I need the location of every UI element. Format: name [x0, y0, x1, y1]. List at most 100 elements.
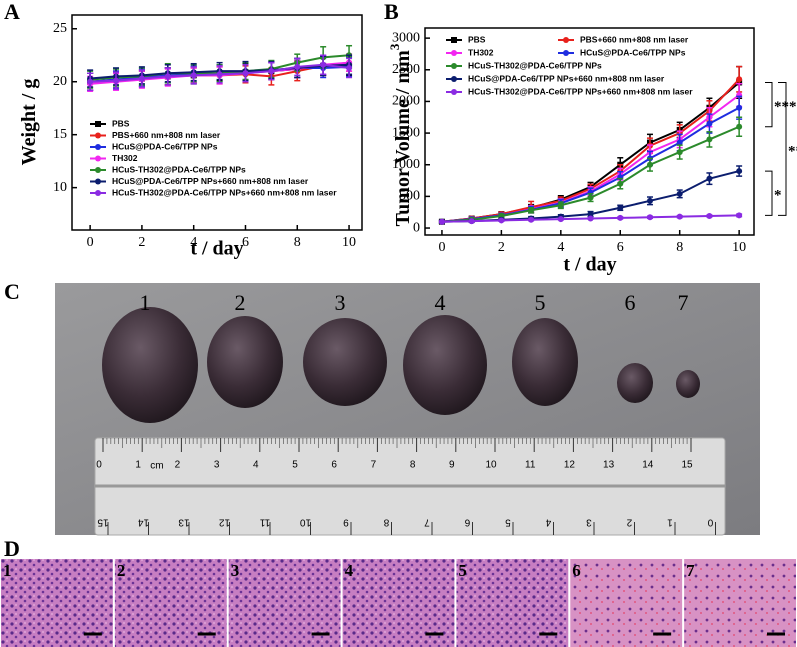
ruler-number: 9 — [343, 516, 349, 527]
tumor-label: 1 — [140, 290, 151, 315]
tumor — [512, 318, 578, 406]
marker — [617, 180, 624, 187]
histology-image — [114, 559, 227, 647]
ruler-number: 13 — [178, 516, 190, 527]
x-tick-label: 10 — [342, 235, 356, 250]
histology-image — [1, 559, 113, 647]
legend-label: PBS — [112, 118, 130, 128]
y-tick-label: 0 — [413, 220, 420, 235]
y-tick-label: 2000 — [392, 94, 420, 109]
tumor-label: 4 — [435, 290, 446, 315]
panel-label: B — [384, 0, 399, 24]
marker — [587, 211, 594, 218]
ruler-unit: cm — [150, 461, 163, 472]
x-tick-label: 6 — [242, 235, 249, 250]
tumor-label: 7 — [678, 290, 689, 315]
legend-label: HCuS-TH302@PDA-Ce6/TPP NPs+660 nm+808 nm… — [112, 187, 337, 197]
tumor — [102, 307, 198, 423]
marker — [498, 217, 505, 224]
ruler-number: 8 — [383, 516, 389, 527]
legend-marker — [451, 37, 457, 43]
y-tick-label: 1500 — [392, 125, 420, 140]
marker — [557, 216, 564, 223]
legend-marker — [95, 144, 101, 150]
series-line — [441, 94, 740, 223]
histology-image — [228, 559, 341, 647]
marker — [87, 78, 94, 85]
y-tick-label: 25 — [53, 21, 67, 36]
ruler-number: 5 — [292, 460, 298, 471]
marker — [676, 190, 683, 197]
marker — [438, 218, 445, 225]
ruler-number: 11 — [259, 516, 270, 527]
ruler-number: 1 — [667, 516, 673, 527]
y-tick-label: 2500 — [392, 62, 420, 77]
ruler-number: 0 — [707, 516, 713, 527]
ruler-number: 7 — [424, 516, 430, 527]
x-tick-label: 2 — [498, 240, 505, 255]
ruler-number: 9 — [449, 460, 455, 471]
y-tick-label: 15 — [53, 127, 67, 142]
legend-marker — [95, 178, 101, 185]
legend-marker — [95, 190, 101, 196]
histology-label: 1 — [3, 561, 12, 580]
marker — [676, 149, 683, 156]
legend-marker — [451, 63, 457, 69]
ruler-number: 15 — [681, 460, 693, 471]
histology-label: 5 — [458, 561, 467, 580]
x-tick-label: 8 — [676, 240, 683, 255]
tumor — [676, 370, 700, 398]
legend-label: HCuS-TH302@PDA-Ce6/TPP NPs — [112, 164, 246, 174]
ruler-number: 5 — [505, 516, 511, 527]
marker — [528, 207, 535, 214]
tumor — [403, 315, 487, 415]
legend-marker — [95, 121, 101, 127]
marker — [706, 120, 713, 127]
x-tick-label: 10 — [732, 240, 746, 255]
marker — [676, 213, 683, 220]
ruler-number: 10 — [300, 516, 312, 527]
y-axis-title-sup: 3 — [387, 43, 402, 50]
marker — [736, 104, 743, 111]
marker — [528, 216, 535, 223]
y-tick-label: 3000 — [392, 30, 420, 45]
ruler-number: 12 — [219, 516, 231, 527]
marker — [587, 215, 594, 222]
histology-label: 3 — [231, 561, 240, 580]
ruler-number: 3 — [214, 460, 220, 471]
marker — [468, 218, 475, 225]
ruler-number: 2 — [175, 460, 181, 471]
panel-label: C — [4, 279, 20, 304]
plot-frame — [424, 27, 755, 236]
tumor — [617, 363, 653, 403]
legend-marker — [95, 167, 101, 173]
marker — [706, 136, 713, 143]
significance-bracket — [778, 81, 787, 216]
marker — [320, 61, 327, 68]
legend-label: TH302 — [112, 153, 138, 163]
ruler-number: 4 — [545, 516, 551, 527]
marker — [617, 204, 624, 211]
x-axis-title: t / day — [563, 254, 616, 276]
y-tick-label: 20 — [53, 74, 67, 89]
marker — [242, 70, 249, 77]
y-axis-title-text: Weight / g — [18, 79, 40, 166]
x-tick-label: 0 — [87, 235, 94, 250]
ruler-number: 14 — [642, 460, 654, 471]
histology-label: 2 — [117, 561, 126, 580]
legend-label: HCuS@PDA-Ce6/TPP NPs+660 nm+808 nm laser — [468, 73, 665, 83]
x-tick-label: 4 — [190, 235, 197, 250]
legend-marker — [95, 132, 101, 139]
marker — [736, 76, 743, 83]
tumor — [207, 316, 283, 408]
legend-label: HCuS-TH302@PDA-Ce6/TPP NPs — [468, 60, 602, 70]
x-tick-label: 2 — [138, 235, 145, 250]
histology-image — [570, 559, 683, 647]
legend-marker — [563, 50, 569, 56]
ruler-number: 6 — [331, 460, 337, 471]
ruler-number: 3 — [586, 516, 592, 527]
legend-label: TH302 — [468, 47, 494, 57]
legend-label: HCuS@PDA-Ce6/TPP NPs — [112, 141, 218, 151]
significance-bracket — [765, 170, 773, 216]
